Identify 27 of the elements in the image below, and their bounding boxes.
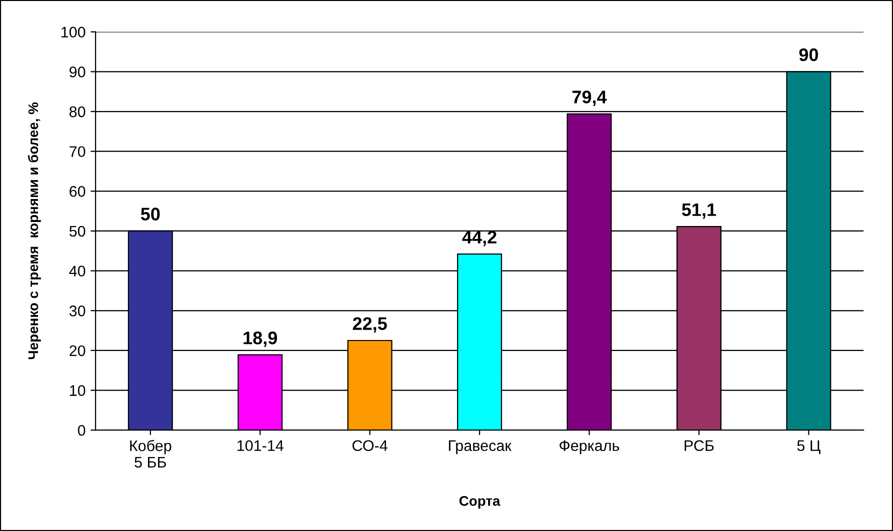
x-tick-label: Гравесак (448, 440, 512, 454)
data-label: 44,2 (462, 230, 496, 246)
data-label: 50 (140, 208, 160, 220)
y-tick-label: 70 (70, 146, 86, 158)
x-axis-title: Сорта (459, 496, 500, 509)
x-tick-label: СО-4 (352, 440, 388, 452)
y-axis-title: Черенко с тремя корнями и более, % (28, 102, 41, 360)
data-label: 22,5 (352, 317, 387, 333)
y-tick-label: 80 (70, 106, 86, 118)
x-tick-label: РСБ (684, 440, 714, 452)
y-tick-label: 60 (70, 186, 86, 197)
data-label: 79,4 (572, 90, 607, 106)
y-tick-label: 90 (70, 66, 86, 78)
y-tick-label: 50 (69, 226, 86, 237)
y-tick-label: 20 (70, 345, 86, 356)
x-tick-label: Феркаль (560, 440, 620, 454)
x-tick-label: Кобер 5 ББ (130, 440, 172, 468)
data-label: 90 (799, 48, 818, 62)
data-label: 51,1 (682, 203, 716, 219)
y-tick-label: 30 (69, 306, 86, 316)
y-tick-label: 10 (70, 385, 86, 396)
y-tick-label: 0 (78, 424, 86, 436)
data-label: 18,9 (244, 332, 278, 347)
x-tick-label: 101-14 (238, 440, 284, 452)
x-tick-label: 5 Ц (797, 440, 820, 454)
y-tick-label: 40 (69, 266, 86, 276)
y-tick-label: 100 (62, 26, 86, 38)
